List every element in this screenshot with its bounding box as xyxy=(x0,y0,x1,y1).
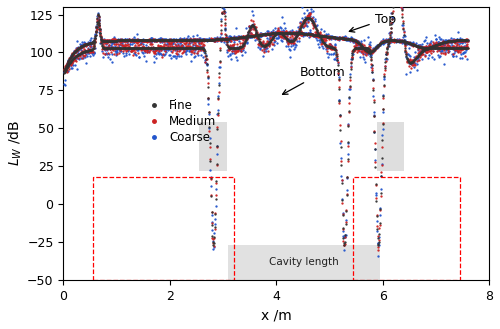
Text: Bottom: Bottom xyxy=(282,65,346,94)
Bar xyxy=(228,245,380,280)
Bar xyxy=(378,122,404,171)
X-axis label: x /m: x /m xyxy=(261,308,292,322)
Bar xyxy=(92,177,234,280)
Text: Cavity length: Cavity length xyxy=(270,257,339,267)
Bar xyxy=(354,177,460,280)
Bar xyxy=(199,122,226,171)
Y-axis label: $L_W$ /dB: $L_W$ /dB xyxy=(7,120,24,166)
Legend: Fine, Medium, Coarse: Fine, Medium, Coarse xyxy=(138,95,221,149)
Text: Top: Top xyxy=(350,13,396,32)
